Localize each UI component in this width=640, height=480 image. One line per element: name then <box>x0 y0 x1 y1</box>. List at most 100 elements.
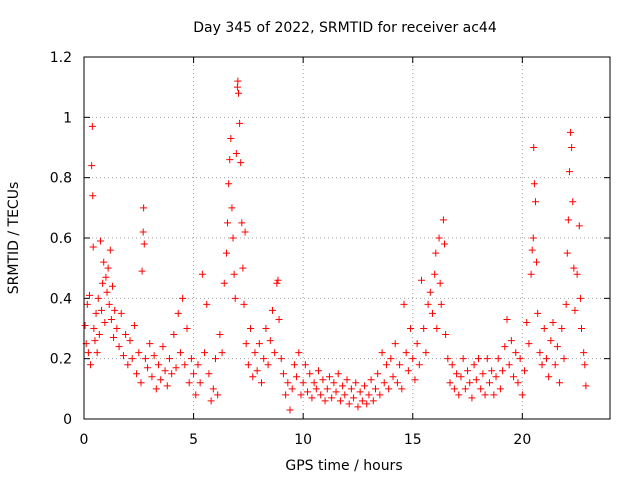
data-point <box>315 367 323 375</box>
data-point <box>192 391 200 399</box>
x-axis-label: GPS time / hours <box>285 458 402 474</box>
data-point <box>376 391 384 399</box>
data-point <box>222 249 230 257</box>
data-point <box>92 309 100 317</box>
data-point <box>310 379 318 387</box>
data-point <box>251 349 259 357</box>
data-point <box>396 361 404 369</box>
data-point <box>481 391 489 399</box>
data-point <box>233 83 241 91</box>
data-point <box>332 388 340 396</box>
data-point <box>570 264 578 272</box>
data-point <box>220 279 228 287</box>
data-point <box>89 192 97 200</box>
data-point <box>328 394 336 402</box>
data-point <box>496 385 504 393</box>
plot-frame <box>83 56 611 420</box>
data-point <box>402 349 410 357</box>
data-point <box>161 367 169 375</box>
data-point <box>573 270 581 278</box>
data-point <box>393 379 401 387</box>
data-point <box>578 325 586 332</box>
data-point <box>207 397 215 405</box>
data-point <box>398 385 406 393</box>
data-point <box>569 198 577 206</box>
data-point <box>165 355 173 363</box>
data-point <box>236 119 244 127</box>
data-point <box>530 144 538 151</box>
data-point <box>279 370 287 378</box>
data-point <box>521 367 529 375</box>
data-point <box>205 370 213 378</box>
data-point <box>558 325 566 332</box>
data-point <box>450 385 458 393</box>
data-point <box>466 379 474 387</box>
data-points <box>81 77 590 414</box>
data-point <box>185 379 193 387</box>
data-point <box>148 373 156 381</box>
data-point <box>179 294 187 302</box>
data-point <box>104 264 112 272</box>
data-point <box>499 367 507 375</box>
data-point <box>170 331 178 339</box>
data-point <box>345 400 353 408</box>
data-point <box>119 352 127 360</box>
data-point <box>483 355 491 363</box>
data-point <box>96 237 104 245</box>
data-point <box>363 400 371 408</box>
y-tick-label: 0 <box>63 412 72 428</box>
data-point <box>224 219 232 227</box>
data-point <box>237 159 245 167</box>
data-point <box>323 385 331 393</box>
data-point <box>163 382 171 390</box>
data-point <box>531 198 539 206</box>
data-point <box>380 379 388 387</box>
data-point <box>90 325 98 332</box>
data-point <box>244 361 252 369</box>
data-point <box>415 361 423 369</box>
data-point <box>391 340 399 348</box>
x-tick-label: 10 <box>294 432 312 448</box>
data-point <box>255 340 263 348</box>
data-point <box>485 379 493 387</box>
data-point <box>413 340 421 348</box>
data-point <box>503 315 511 323</box>
data-point <box>81 321 89 329</box>
data-point <box>567 128 575 136</box>
data-point <box>230 270 238 278</box>
data-point <box>409 355 417 363</box>
data-point <box>527 270 535 278</box>
data-point <box>565 168 573 176</box>
data-point <box>138 267 146 275</box>
data-point <box>242 340 250 348</box>
data-point <box>317 391 325 399</box>
data-point <box>152 385 160 393</box>
data-point <box>159 343 167 351</box>
data-point <box>470 361 478 369</box>
data-point <box>433 325 441 332</box>
data-point <box>135 349 143 357</box>
data-point <box>437 300 445 308</box>
data-point <box>424 300 432 308</box>
data-point <box>277 355 285 363</box>
data-point <box>115 343 123 351</box>
data-point <box>133 370 141 378</box>
data-point <box>581 361 589 369</box>
data-point <box>98 306 106 314</box>
data-point <box>168 370 176 378</box>
data-point <box>350 394 358 402</box>
data-point <box>568 144 576 151</box>
data-point <box>274 276 282 284</box>
data-point <box>194 361 202 369</box>
data-point <box>249 373 257 381</box>
data-point <box>130 321 138 329</box>
data-point <box>212 355 219 363</box>
data-point <box>428 309 436 317</box>
data-point <box>94 294 102 302</box>
data-point <box>150 352 158 360</box>
data-point <box>91 337 99 345</box>
data-point <box>262 325 270 332</box>
data-point <box>564 216 572 224</box>
data-point <box>141 355 149 363</box>
